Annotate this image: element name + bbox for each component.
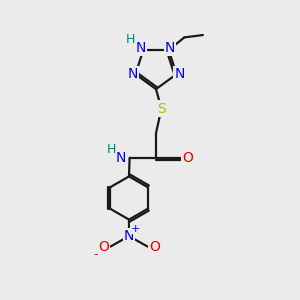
Text: O: O [182, 151, 193, 165]
Text: N: N [124, 229, 134, 243]
Text: O: O [98, 240, 109, 254]
Text: N: N [116, 151, 126, 165]
Text: -: - [93, 248, 98, 262]
Text: H: H [107, 143, 116, 156]
Text: +: + [131, 224, 140, 234]
Text: O: O [149, 240, 160, 254]
Text: S: S [157, 102, 166, 116]
Text: N: N [165, 40, 175, 55]
Text: N: N [136, 40, 146, 55]
Text: H: H [126, 33, 135, 46]
Text: N: N [174, 67, 185, 81]
Text: N: N [127, 67, 138, 81]
